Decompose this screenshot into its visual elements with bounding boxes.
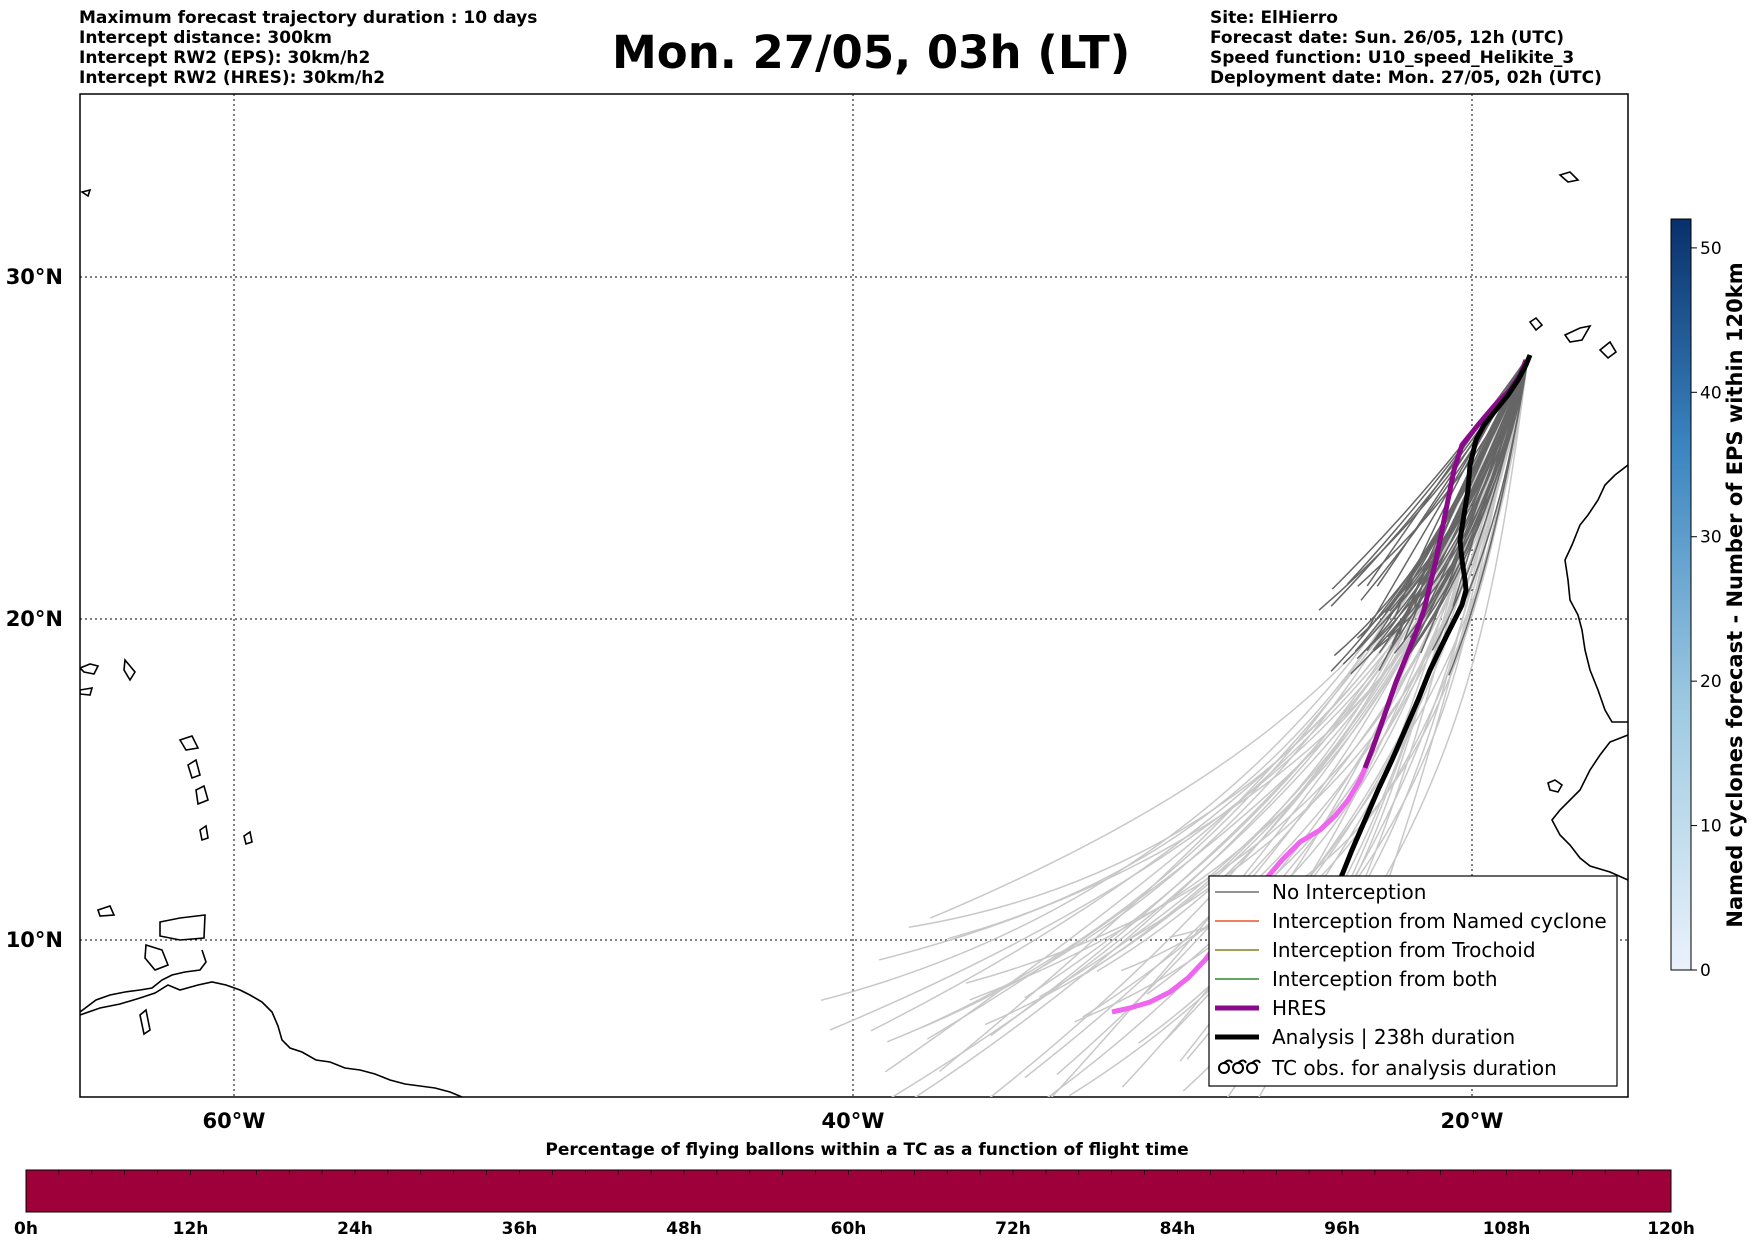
coast-antilles-4	[187, 758, 201, 780]
eps-trajectory-recent	[1431, 356, 1529, 651]
page-title: Mon. 27/05, 03h (LT)	[612, 26, 1131, 79]
colorbar-right-label: Named cyclones forecast - Number of EPS …	[1723, 262, 1747, 927]
coastlines	[80, 171, 1628, 1097]
coast-canary-2	[1563, 324, 1592, 343]
coast-antilles-7	[243, 830, 253, 846]
legend-box	[1208, 875, 1618, 1087]
lon-tick-40: 40°W	[822, 1109, 885, 1133]
eps-trajectory-recent	[1366, 356, 1529, 587]
coast-antilles-1	[80, 663, 100, 675]
site-text: Site: ElHierro	[1210, 8, 1338, 28]
header-right-info: Site: ElHierro Forecast date: Sun. 26/05…	[1210, 8, 1602, 88]
colorbar-bottom-tick-label: 120h	[1647, 1219, 1695, 1239]
colorbar-bottom-tick-label: 48h	[666, 1219, 702, 1239]
colorbar-bottom-tick-label: 96h	[1324, 1219, 1360, 1239]
coast-antilles-12	[80, 188, 92, 198]
speed-function-text: Speed function: U10_speed_Helikite_3	[1210, 48, 1575, 68]
legend-label-both: Interception from both	[1272, 967, 1498, 991]
eps-trajectory-recent	[1448, 356, 1529, 676]
legend-label-analysis: Analysis | 238h duration	[1272, 1025, 1515, 1049]
lat-tick-10: 10°N	[6, 928, 63, 952]
colorbar-bottom: Percentage of flying ballons within a TC…	[14, 1140, 1695, 1239]
colorbar-bottom-bar	[25, 1169, 1672, 1213]
coast-canary	[1528, 316, 1544, 332]
deployment-date-text: Deployment date: Mon. 27/05, 02h (UTC)	[1210, 68, 1602, 88]
coast-antilles-3	[178, 735, 200, 751]
coast-antilles-6	[199, 824, 209, 842]
colorbar-bottom-title: Percentage of flying ballons within a TC…	[545, 1140, 1188, 1160]
coast-antilles-8	[96, 905, 116, 917]
coast-antilles-2	[80, 687, 94, 696]
coast-cape-verde	[1547, 779, 1564, 793]
coast-antilles-10	[139, 1008, 151, 1036]
coast-trinidad	[159, 914, 206, 941]
lat-tick-30: 30°N	[6, 265, 63, 289]
hres-trajectory	[1362, 359, 1529, 769]
colorbar-right: 0 10 20 30 40 50 Named cyclones forecast - Nu…	[1670, 218, 1747, 981]
colorbar-bottom-tick-label: 108h	[1483, 1219, 1531, 1239]
analysis-trajectory	[1325, 354, 1533, 911]
lat-tick-20: 20°N	[6, 607, 63, 631]
coast-west-africa	[1564, 464, 1628, 723]
colorbar-bottom-tick-label: 0h	[14, 1219, 38, 1239]
coast-west-africa-2	[1551, 734, 1628, 881]
colorbar-right-tick-label: 0	[1700, 961, 1711, 981]
legend-label-tc-obs: TC obs. for analysis duration	[1271, 1056, 1557, 1080]
colorbar-bottom-tick-label: 12h	[173, 1219, 209, 1239]
lon-tick-20: 20°W	[1441, 1109, 1504, 1133]
intercept-distance-text: Intercept distance: 300km	[79, 28, 332, 48]
legend-label-trochoid: Interception from Trochoid	[1272, 938, 1536, 962]
colorbar-right-tick-label: 20	[1700, 672, 1722, 692]
forecast-date-text: Forecast date: Sun. 26/05, 12h (UTC)	[1210, 28, 1565, 48]
legend: No Interception Interception from Named …	[1208, 875, 1618, 1087]
coast-antilles-9	[144, 943, 170, 971]
colorbar-right-tick-label: 10	[1700, 817, 1722, 837]
eps-trajectory-recent	[1433, 356, 1529, 583]
header-left-info: Maximum forecast trajectory duration : 1…	[79, 8, 537, 88]
colorbar-bottom-tick-label: 36h	[502, 1219, 538, 1239]
colorbar-right-ticks: 0 10 20 30 40 50	[1691, 239, 1722, 981]
colorbar-right-tick-label: 40	[1700, 383, 1722, 403]
colorbar-bottom-tick-label: 84h	[1160, 1219, 1196, 1239]
legend-label-no-interception: No Interception	[1272, 880, 1426, 904]
colorbar-bottom-tick-label: 72h	[995, 1219, 1031, 1239]
colorbar-bottom-tick-label: 60h	[831, 1219, 867, 1239]
coast-venezuela	[80, 949, 207, 1013]
coast-antilles-5	[195, 784, 209, 806]
cyclone-icon	[1218, 1059, 1261, 1074]
legend-label-named-cyclone: Interception from Named cyclone	[1272, 909, 1607, 933]
coast-madeira-2	[1598, 340, 1618, 360]
max-duration-text: Maximum forecast trajectory duration : 1…	[79, 8, 538, 28]
colorbar-bottom-tick-label: 24h	[337, 1219, 373, 1239]
coast-antilles-11	[123, 658, 136, 682]
intercept-rw2-hres-text: Intercept RW2 (HRES): 30km/h2	[79, 68, 386, 88]
colorbar-right-gradient	[1670, 218, 1692, 971]
colorbar-right-tick-label: 30	[1700, 528, 1722, 548]
eps-trajectory-recent	[1403, 356, 1529, 641]
coast-south-america	[80, 981, 463, 1097]
legend-label-hres: HRES	[1272, 996, 1326, 1020]
colorbar-bottom-ticks: 0h 12h 24h 36h 48h 60h 72h 84h 96h 108h 120h	[14, 1170, 1695, 1239]
eps-trajectory-recent	[1420, 356, 1529, 654]
lon-tick-60: 60°W	[203, 1109, 266, 1133]
intercept-rw2-eps-text: Intercept RW2 (EPS): 30km/h2	[79, 48, 371, 68]
coast-madeira	[1558, 171, 1580, 183]
colorbar-right-tick-label: 50	[1700, 239, 1722, 259]
